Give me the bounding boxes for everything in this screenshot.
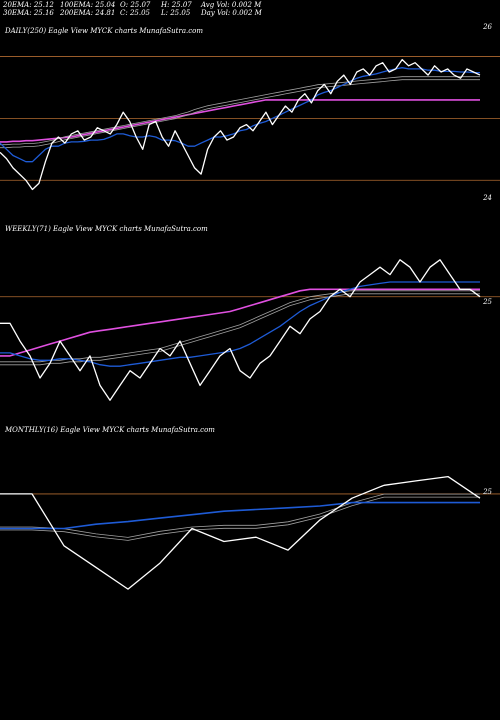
series-line-0	[0, 475, 481, 590]
series-line-2-0	[0, 76, 480, 146]
daily-price-label-24: 24	[483, 194, 492, 202]
series-line-3-0	[0, 290, 480, 363]
daily-chart-title: DAILY(250) Eagle View MYCK charts Munafa…	[5, 27, 204, 35]
series-line-1	[0, 281, 480, 367]
header-open: O: 25.07	[120, 1, 151, 9]
header-close: C: 25.05	[120, 9, 150, 17]
series-line-0	[0, 259, 481, 401]
weekly-chart	[0, 259, 500, 401]
monthly-chart-title: MONTHLY(16) Eagle View MYCK charts Munaf…	[5, 426, 215, 434]
header-ema30: 30EMA: 25.16	[3, 9, 54, 17]
header-day-vol: Day Vol: 0.002 M	[201, 9, 262, 17]
header-ema200: 200EMA: 24.81	[60, 9, 116, 17]
daily-price-label-26: 26	[483, 23, 492, 31]
header-ema20: 20EMA: 25.12	[3, 1, 54, 9]
weekly-price-label-25: 25	[483, 298, 492, 306]
series-line-3-1	[0, 293, 480, 366]
series-line-1	[0, 67, 480, 163]
header-avg-vol: Avg Vol: 0.002 M	[201, 1, 262, 9]
series-line-0	[0, 58, 481, 191]
header-high: H: 25.07	[161, 1, 192, 9]
series-line-3	[0, 99, 480, 143]
daily-chart	[0, 56, 500, 191]
header-low: L: 25.05	[161, 9, 191, 17]
series-line-2	[0, 288, 480, 357]
series-line-1	[0, 501, 480, 530]
monthly-chart	[0, 475, 500, 590]
series-line-2-0	[0, 493, 480, 538]
monthly-price-label-25: 25	[483, 488, 492, 496]
series-line-2-1	[0, 79, 480, 149]
series-line-2-1	[0, 496, 480, 541]
weekly-chart-title: WEEKLY(71) Eagle View MYCK charts Munafa…	[5, 225, 208, 233]
header-ema100: 100EMA: 25.04	[60, 1, 116, 9]
